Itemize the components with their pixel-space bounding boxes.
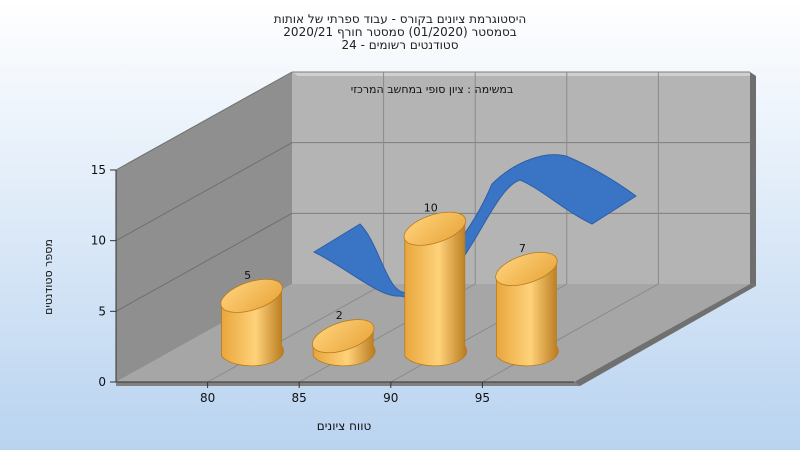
bar-data-label: 10 [424, 202, 438, 215]
bar [404, 221, 468, 367]
bar-group: 10 [403, 202, 468, 367]
bar-cap [403, 211, 466, 246]
x-axis-label: טווח ציונים [317, 419, 372, 433]
y-tick-label: 5 [98, 304, 106, 318]
bar-cap [220, 278, 283, 313]
x-tick-label: 95 [475, 391, 490, 405]
chart-subtitle: במשימה : ציון סופי במחשב המרכזי [351, 83, 514, 96]
chart-title-line-3: סטודנטים רשומים - 24 [341, 38, 458, 52]
gridline-side [115, 142, 293, 242]
bar-data-label: 5 [244, 269, 251, 282]
bar-group: 5 [220, 269, 284, 367]
x-tick-label: 85 [292, 391, 307, 405]
chart-title-line-2: בסמסטר (01/2020) סמסטר חורף 2020/21 [283, 25, 516, 39]
y-axis-label: מספר סטודנטים [42, 239, 55, 315]
y-tick-label: 0 [98, 375, 106, 389]
gridline-floor [482, 283, 659, 383]
floor-side-rim [574, 284, 756, 386]
gridline-floor [207, 283, 384, 383]
wall-top-rim [292, 72, 756, 76]
floor-front-rim [116, 382, 580, 386]
wall-right-rim [750, 72, 756, 286]
bar-group: 2 [312, 309, 376, 367]
gridline-side [115, 212, 293, 312]
x-tick-label: 90 [383, 391, 398, 405]
bar-group: 7 [495, 242, 559, 367]
axes: 0 5 10 15 80 85 90 95 [91, 163, 574, 405]
gridline-side [115, 71, 293, 171]
chart-title-line-1: היסטוגרמת ציונים בקורס - עבוד ספרתי של א… [274, 12, 527, 26]
bar [496, 261, 559, 367]
y-tick-label: 15 [91, 163, 106, 177]
bar-data-label: 2 [336, 309, 343, 322]
bar-cap [495, 252, 558, 286]
bar-data-label: 7 [519, 242, 526, 255]
x-tick-label: 80 [200, 391, 215, 405]
bars: 5 2 10 7 [220, 202, 559, 367]
y-tick-label: 10 [91, 234, 106, 248]
bar-cap [312, 319, 375, 354]
